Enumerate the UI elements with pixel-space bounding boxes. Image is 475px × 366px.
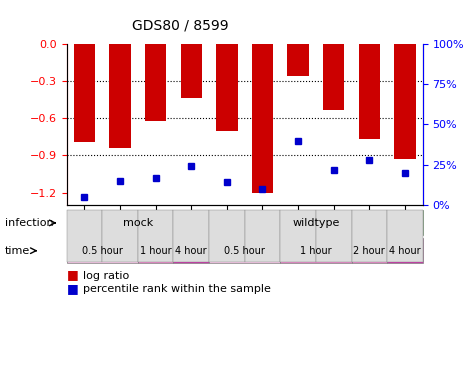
Text: GDS80 / 8599: GDS80 / 8599 [132,18,229,32]
Text: 4 hour: 4 hour [389,246,421,256]
Bar [145,44,166,121]
Text: mock: mock [123,218,153,228]
Text: log ratio: log ratio [83,270,129,280]
Bar [252,44,273,193]
Text: time: time [5,246,30,256]
Bar [109,44,131,148]
Text: 1 hour: 1 hour [300,246,332,256]
Text: ■: ■ [66,269,78,281]
Bar [359,44,380,139]
Text: infection: infection [5,218,53,228]
Text: 0.5 hour: 0.5 hour [224,246,265,256]
Bar [74,44,95,142]
Text: 0.5 hour: 0.5 hour [82,246,123,256]
Text: wildtype: wildtype [292,218,340,228]
Bar [323,44,344,109]
Text: ■: ■ [66,283,78,295]
Text: 1 hour: 1 hour [140,246,171,256]
Bar [180,44,202,98]
Bar [216,44,238,131]
Bar [287,44,309,76]
Text: percentile rank within the sample: percentile rank within the sample [83,284,271,294]
Text: 4 hour: 4 hour [175,246,207,256]
Bar [394,44,416,159]
Text: 2 hour: 2 hour [353,246,385,256]
